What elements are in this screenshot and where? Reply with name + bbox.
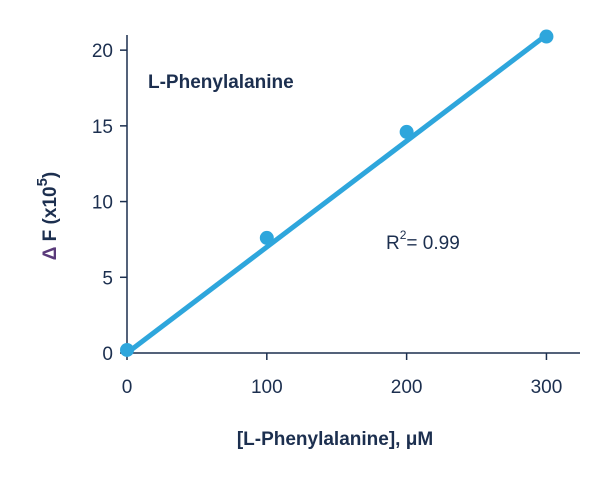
annotation-value: = 0.99 [406, 233, 459, 254]
data-point [259, 230, 274, 245]
x-tick-label: 0 [122, 377, 133, 398]
x-axis-label: [L-Phenylalanine], μM [237, 429, 433, 450]
y-tick-label: 5 [102, 268, 113, 289]
y-label-text: F (x10 [40, 186, 61, 241]
y-label-exp: 5 [34, 178, 51, 186]
y-tick-label: 10 [92, 193, 113, 214]
y-tick-label: 15 [92, 117, 113, 138]
y-tick-label: 20 [92, 41, 113, 62]
data-point [539, 29, 554, 44]
fit-line [125, 33, 548, 355]
data-point [120, 342, 134, 357]
chart-title: L-Phenylalanine [148, 72, 294, 93]
x-tick-label: 300 [531, 377, 563, 398]
x-tick-label: 100 [251, 377, 283, 398]
y-label-delta: Δ [40, 247, 61, 261]
y-tick-label: 0 [102, 344, 113, 365]
annotation-r: R [386, 233, 400, 254]
x-tick-label: 200 [391, 377, 423, 398]
annotation-exp: 2 [400, 228, 407, 242]
data-point [399, 124, 414, 139]
y-label-close: ) [40, 172, 61, 178]
annotation: R2= 0.99 [386, 228, 460, 254]
y-axis-label: Δ F (x105) [34, 172, 61, 261]
